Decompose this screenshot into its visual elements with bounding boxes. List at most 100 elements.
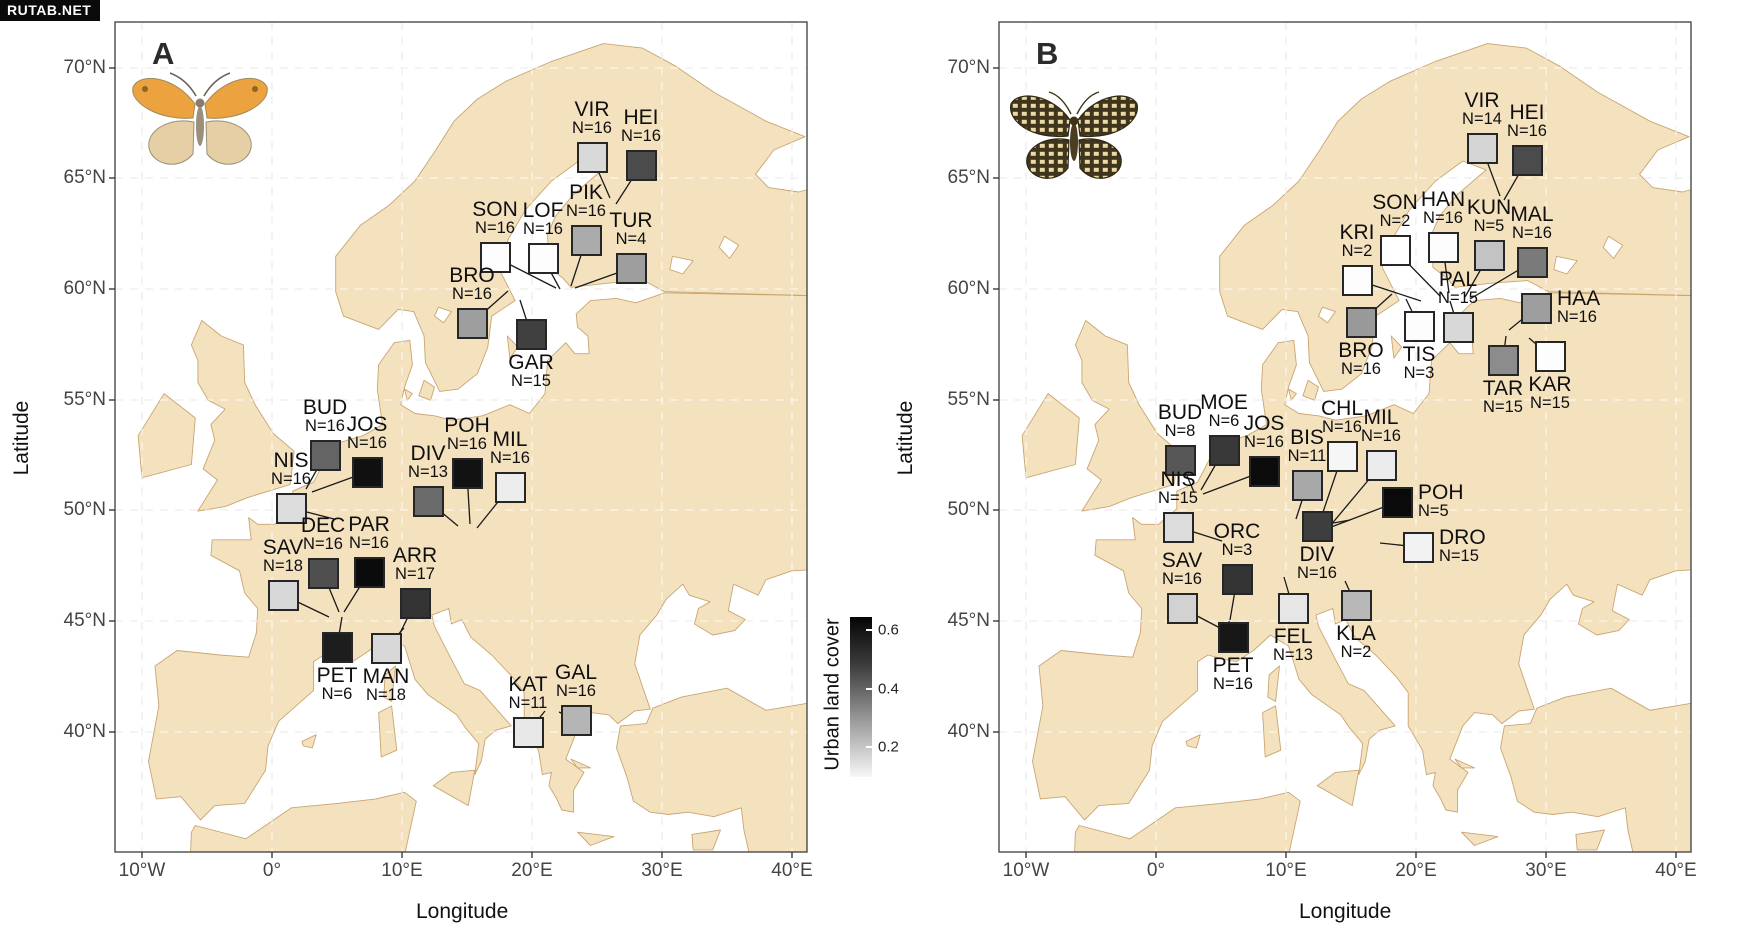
x-tick-label: 40°E <box>771 860 813 881</box>
site-label-BRO: BRO N=16 <box>422 265 522 303</box>
site-square-BIS <box>1291 469 1323 501</box>
site-square-KRI <box>1341 264 1373 296</box>
site-label-TIS: TIS N=3 <box>1369 344 1469 382</box>
site-n-count: N=16 <box>1361 427 1401 446</box>
site-label-FEL: FEL N=13 <box>1243 626 1343 664</box>
site-square-BRO <box>456 307 488 339</box>
site-label-PET: PET N=16 <box>1183 655 1283 693</box>
site-code: FEL <box>1273 625 1313 648</box>
panel-label-b: B <box>1036 36 1059 71</box>
site-n-count: N=15 <box>1438 289 1478 308</box>
site-code: TUR <box>609 209 653 232</box>
x-tick-label: 0° <box>1146 860 1166 881</box>
site-code: CHL <box>1320 397 1363 420</box>
site-code: JOS <box>346 413 388 436</box>
y-tick-label: 70°N <box>947 57 990 78</box>
site-n-count: N=2 <box>1341 242 1373 261</box>
y-tick-label: 55°N <box>947 389 990 410</box>
site-square-LOF <box>527 242 559 274</box>
site-n-count: N=16 <box>1512 224 1552 243</box>
site-code: POH <box>1418 481 1464 504</box>
site-label-TAR: TAR N=15 <box>1453 378 1553 416</box>
site-code: GAR <box>508 351 554 374</box>
site-code: DIV <box>410 442 446 465</box>
site-square-MIL <box>494 471 526 503</box>
site-square-DRO <box>1402 531 1434 563</box>
site-square-DIV <box>1301 510 1333 542</box>
site-n-count: N=16 <box>475 219 515 238</box>
site-square-VIR <box>576 141 608 173</box>
y-tick-label: 55°N <box>63 389 106 410</box>
site-code: TAR <box>1482 377 1524 400</box>
site-code: BIS <box>1290 426 1324 449</box>
site-square-DEC <box>307 557 339 589</box>
site-code: SAV <box>262 536 304 559</box>
site-n-count: N=16 <box>305 417 345 436</box>
y-tick-label: 60°N <box>63 278 106 299</box>
y-tick-label: 60°N <box>947 278 990 299</box>
site-label-POH: POH N=16 <box>417 415 517 453</box>
site-square-POH <box>451 457 483 489</box>
site-code: ARR <box>392 544 438 567</box>
site-n-count: N=11 <box>1287 447 1327 466</box>
legend-tick-label: 0.4 <box>878 680 899 698</box>
site-square-GAR <box>515 318 547 350</box>
site-label-NIS: NIS N=16 <box>241 450 341 488</box>
site-label-POH: POH N=5 <box>1418 482 1498 520</box>
site-label-GAL: GAL N=16 <box>526 662 626 700</box>
site-label-MOE: MOE N=6 <box>1174 392 1274 430</box>
site-n-count: N=6 <box>321 685 353 704</box>
site-n-count: N=3 <box>1221 541 1253 560</box>
y-tick-label: 50°N <box>63 499 106 520</box>
site-square-ARR <box>399 587 431 619</box>
site-code: PIK <box>569 181 603 204</box>
site-label-BIS: BIS N=11 <box>1257 427 1357 465</box>
site-code: GAL <box>554 661 598 684</box>
site-label-JOS: JOS N=16 <box>317 414 417 452</box>
site-label-PIK: PIK N=16 <box>536 182 636 220</box>
site-code: DRO <box>1439 526 1486 549</box>
site-label-BUD: BUD N=16 <box>275 397 375 435</box>
x-axis-title-a: Longitude <box>416 900 509 923</box>
site-n-count: N=4 <box>615 230 647 249</box>
site-code: VIR <box>1464 89 1500 112</box>
site-square-NIS <box>1162 511 1194 543</box>
site-code: TIS <box>1402 343 1436 366</box>
site-code: PAR <box>348 513 390 536</box>
site-code: JOS <box>1243 412 1285 435</box>
site-n-count: N=16 <box>572 119 612 138</box>
site-label-KLA: KLA N=2 <box>1306 623 1406 661</box>
site-square-SON <box>479 241 511 273</box>
site-code: HAN <box>1420 188 1466 211</box>
site-code: MOE <box>1200 391 1248 414</box>
site-n-count: N=5 <box>1418 502 1449 521</box>
site-n-count: N=2 <box>1379 212 1411 231</box>
axis-tick-marks <box>993 67 1677 858</box>
site-label-HAA: HAA N=16 <box>1557 288 1637 326</box>
site-code: KRI <box>1339 221 1375 244</box>
site-label-DIV: DIV N=16 <box>1267 544 1367 582</box>
site-n-count: N=16 <box>1297 564 1337 583</box>
site-label-DRO: DRO N=15 <box>1439 527 1519 565</box>
site-code: ORC <box>1213 520 1261 543</box>
site-n-count: N=14 <box>1462 110 1502 129</box>
site-label-MAL: MAL N=16 <box>1482 204 1582 242</box>
site-n-count: N=3 <box>1403 364 1435 383</box>
x-tick-label: 10°E <box>381 860 423 881</box>
y-tick-label: 45°N <box>947 610 990 631</box>
site-code: LOF <box>522 199 564 222</box>
x-tick-label: 20°E <box>1395 860 1437 881</box>
site-label-DIV: DIV N=13 <box>378 443 478 481</box>
site-n-count: N=2 <box>1340 643 1372 662</box>
site-n-count: N=6 <box>1208 412 1240 431</box>
site-square-KUN <box>1473 239 1505 271</box>
site-square-MIL <box>1365 449 1397 481</box>
site-n-count: N=13 <box>408 463 448 482</box>
site-square-SON <box>1379 234 1411 266</box>
x-axis-title-b: Longitude <box>1299 900 1392 923</box>
site-code: MIL <box>492 428 528 451</box>
site-label-MIL: MIL N=16 <box>460 429 560 467</box>
x-tick-label: 40°E <box>1655 860 1697 881</box>
legend-tick-label: 0.2 <box>878 738 899 756</box>
